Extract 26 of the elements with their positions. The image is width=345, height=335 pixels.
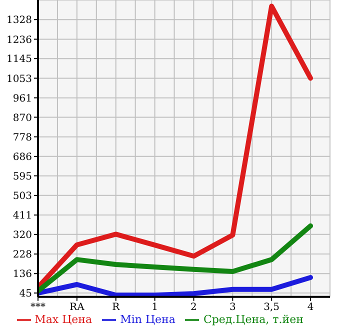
x-tick-label: 1 [152, 302, 158, 313]
y-tick-label: 320 [12, 230, 32, 241]
y-tick-label: 503 [12, 190, 32, 202]
y-tick-label: 136 [12, 269, 32, 280]
x-tick-label: 3,5 [264, 302, 280, 313]
x-tick-label: 4 [307, 302, 314, 313]
y-tick-label: 961 [12, 93, 32, 104]
x-tick-label: R [112, 302, 120, 313]
y-tick-label: 411 [12, 210, 32, 222]
legend-label: Сред.Цена, т.йен [203, 312, 304, 326]
y-tick-label: 686 [12, 152, 32, 163]
x-tick-label: 3 [229, 302, 236, 313]
y-tick-label: 778 [12, 132, 32, 144]
y-tick-label: 595 [12, 171, 32, 182]
y-tick-label: 228 [12, 250, 32, 261]
y-tick-label: 45 [19, 288, 32, 300]
legend-label: Min Цена [120, 312, 176, 326]
x-tick-label: 2 [190, 302, 197, 313]
legend-label: Max Цена [34, 312, 92, 326]
x-tick-label: *** [30, 302, 46, 313]
x-tick-label: RA [70, 302, 86, 313]
y-tick-label: 1236 [6, 34, 32, 46]
y-tick-label: 1145 [6, 54, 32, 66]
y-tick-label: 1053 [6, 74, 32, 85]
y-tick-label: 1328 [6, 15, 32, 26]
y-tick-label: 870 [12, 112, 32, 124]
